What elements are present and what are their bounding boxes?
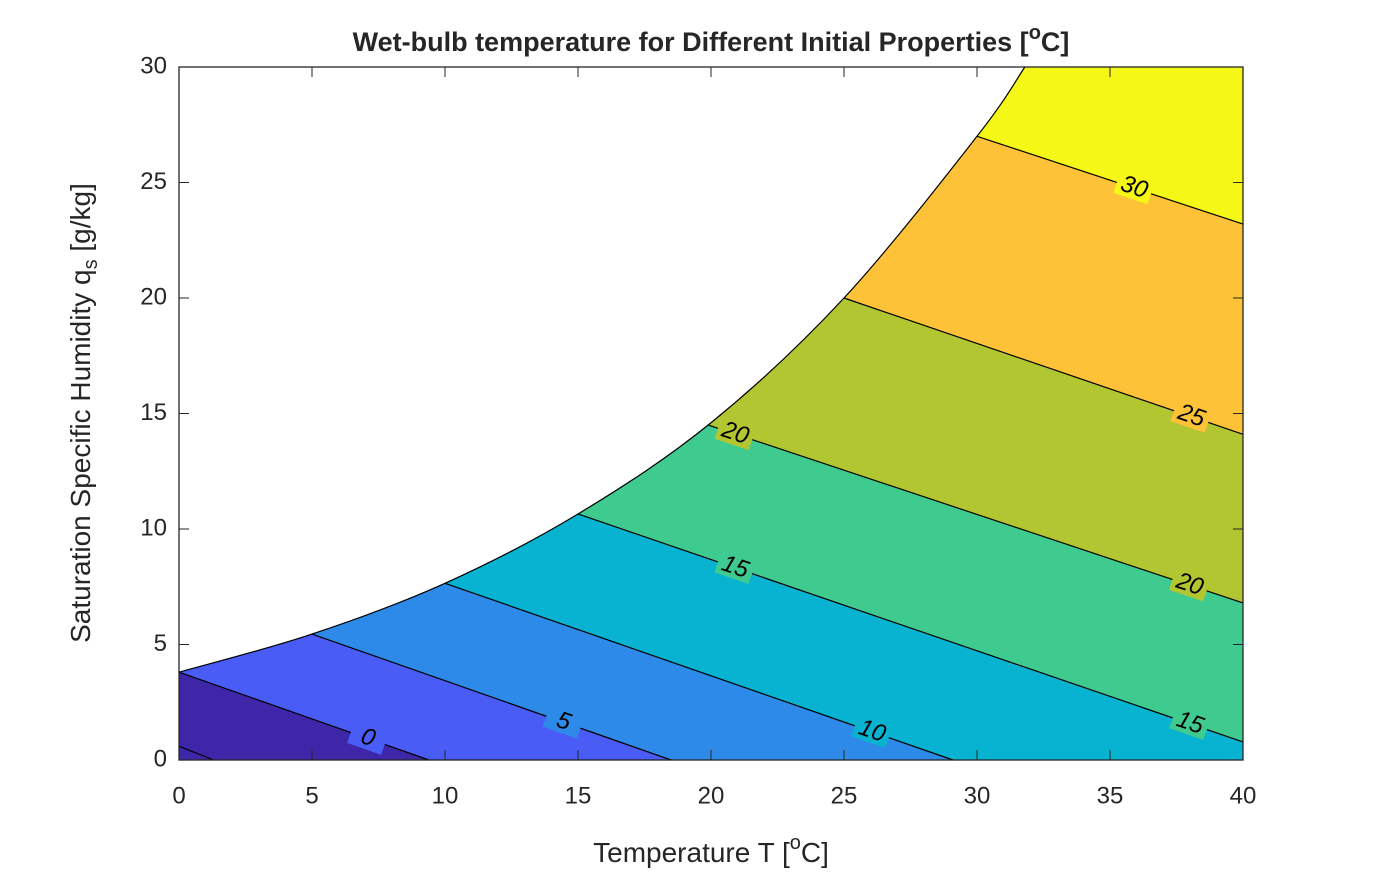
contour-line bbox=[311, 633, 672, 761]
y-tick-label: 0 bbox=[154, 745, 167, 772]
y-tick-label: 10 bbox=[140, 514, 167, 541]
y-tick-label: 30 bbox=[140, 52, 167, 79]
label-part: [g/kg] bbox=[65, 183, 96, 259]
contour-band bbox=[977, 67, 1243, 760]
x-tick-label: 0 bbox=[172, 782, 185, 809]
y-axis-label: Saturation Specific Humidity qs [g/kg] bbox=[65, 183, 102, 643]
boundary-curve bbox=[178, 66, 1026, 673]
x-tick-label: 30 bbox=[964, 782, 991, 809]
label-sub: s bbox=[80, 259, 102, 269]
label-part: Saturation Specific Humidity q bbox=[65, 269, 96, 643]
label-part: Temperature T [ bbox=[593, 837, 790, 868]
label-part: C] bbox=[801, 837, 829, 868]
contour-band bbox=[844, 67, 1243, 760]
title-part: Wet-bulb temperature for Different Initi… bbox=[353, 27, 1029, 57]
contour-line bbox=[976, 135, 1244, 225]
contour-line bbox=[178, 745, 214, 761]
contour-line bbox=[178, 671, 430, 761]
chart-title: Wet-bulb temperature for Different Initi… bbox=[353, 22, 1070, 57]
title-part: C] bbox=[1041, 27, 1070, 57]
label-gap bbox=[714, 551, 756, 585]
x-tick-label: 5 bbox=[305, 782, 318, 809]
y-tick-label: 15 bbox=[140, 399, 167, 426]
x-tick-label: 25 bbox=[831, 782, 858, 809]
title-sup: o bbox=[1029, 22, 1041, 44]
label-gap bbox=[1169, 707, 1211, 740]
contour-line bbox=[577, 513, 1244, 743]
label-gap bbox=[851, 715, 893, 749]
label-gap bbox=[1113, 172, 1155, 205]
x-tick-label: 20 bbox=[698, 782, 725, 809]
y-tick-label: 20 bbox=[140, 283, 167, 310]
label-gap bbox=[347, 722, 389, 755]
label-gap bbox=[1168, 569, 1211, 602]
label-sup: o bbox=[790, 832, 801, 854]
x-tick-label: 15 bbox=[565, 782, 592, 809]
x-tick-label: 40 bbox=[1230, 782, 1257, 809]
x-tick-label: 35 bbox=[1097, 782, 1124, 809]
label-gap bbox=[714, 417, 756, 451]
contour-line bbox=[708, 424, 1244, 604]
x-tick-label: 10 bbox=[432, 782, 459, 809]
label-gap bbox=[542, 705, 584, 739]
label-gap bbox=[1170, 400, 1212, 433]
y-tick-label: 25 bbox=[140, 168, 167, 195]
y-tick-label: 5 bbox=[154, 630, 167, 657]
x-axis-label: Temperature T [oC] bbox=[593, 832, 829, 868]
